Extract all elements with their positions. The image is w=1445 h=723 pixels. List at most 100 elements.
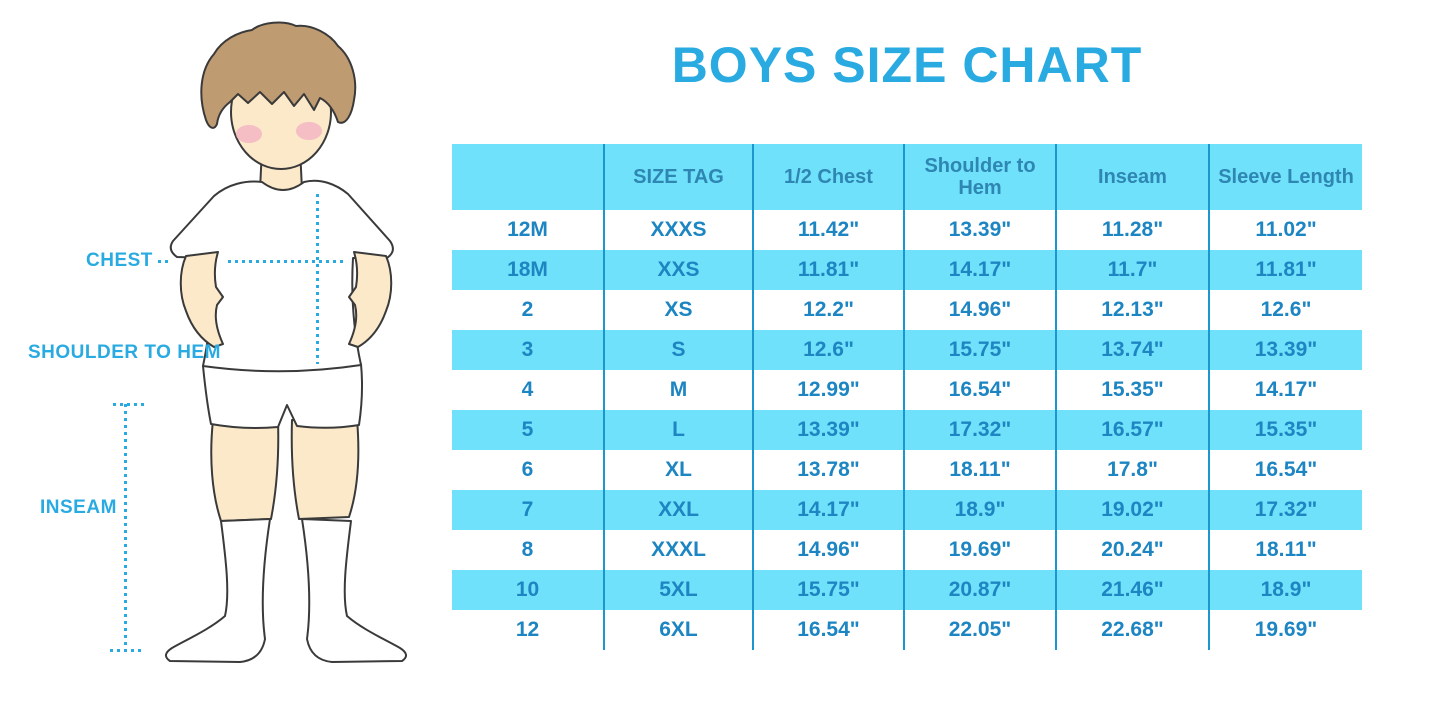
size-table: SIZE TAG 1/2 Chest Shoulder to Hem Inseam Sl… — [452, 144, 1362, 650]
inseam-guide-line — [124, 404, 127, 648]
table-cell: 11.02" — [1208, 210, 1362, 250]
table-cell: 13.39" — [1208, 330, 1362, 370]
table-cell: 19.69" — [1208, 610, 1362, 650]
table-cell: 20.24" — [1055, 530, 1208, 570]
boy-left-arm — [179, 251, 224, 348]
boy-hair — [200, 21, 357, 129]
table-cell: 16.54" — [752, 610, 903, 650]
boy-right-arm — [348, 251, 393, 348]
table-cell: 16.57" — [1055, 410, 1208, 450]
table-cell: 12.99" — [752, 370, 903, 410]
table-cell: 16.54" — [903, 370, 1055, 410]
inseam-guide-cap-top — [113, 403, 145, 406]
table-cell: XXS — [603, 250, 752, 290]
table-cell: 11.81" — [1208, 250, 1362, 290]
table-cell: 6XL — [603, 610, 752, 650]
table-cell: 4 — [521, 378, 534, 402]
table-cell: 13.78" — [752, 450, 903, 490]
header-cell: Shoulder to Hem — [903, 144, 1055, 210]
boy-blush-left — [236, 125, 262, 143]
table-cell: 18.9" — [1208, 570, 1362, 610]
table-row: 6 XL 13.78" 18.11" 17.8" 16.54" — [452, 450, 1362, 490]
table-cell: 18M — [507, 258, 548, 282]
table-cell: 18.9" — [903, 490, 1055, 530]
inseam-label: INSEAM — [40, 497, 117, 518]
table-cell: 11.42" — [752, 210, 903, 250]
header-cell: 1/2 Chest — [752, 144, 903, 210]
table-row: 10 5XL 15.75" 20.87" 21.46" 18.9" — [452, 570, 1362, 610]
chest-guide-line-left — [158, 260, 172, 263]
table-cell: 12.6" — [1208, 290, 1362, 330]
table-cell: 13.39" — [903, 210, 1055, 250]
table-cell: 19.02" — [1055, 490, 1208, 530]
boy-right-sock — [301, 518, 407, 663]
boy-shorts — [202, 363, 364, 429]
table-cell: L — [603, 410, 752, 450]
table-cell: XXL — [603, 490, 752, 530]
table-cell: 17.32" — [903, 410, 1055, 450]
table-cell: 14.96" — [903, 290, 1055, 330]
table-cell: 17.32" — [1208, 490, 1362, 530]
table-cell: 12 — [515, 618, 540, 642]
chest-label: CHEST — [86, 250, 153, 271]
table-cell: 11.81" — [752, 250, 903, 290]
table-cell: 15.75" — [903, 330, 1055, 370]
boy-right-thigh — [290, 418, 360, 520]
boy-illustration — [165, 21, 407, 663]
table-cell: XS — [603, 290, 752, 330]
table-cell: 19.69" — [903, 530, 1055, 570]
table-row: 12 6XL 16.54" 22.05" 22.68" 19.69" — [452, 610, 1362, 650]
table-cell: XXXL — [603, 530, 752, 570]
table-cell: 22.68" — [1055, 610, 1208, 650]
table-cell: 16.54" — [1208, 450, 1362, 490]
table-cell: 15.35" — [1208, 410, 1362, 450]
table-row: 12M XXXS 11.42" 13.39" 11.28" 11.02" — [452, 210, 1362, 250]
table-cell: 18.11" — [1208, 530, 1362, 570]
page-title: BOYS SIZE CHART — [671, 37, 1143, 93]
table-cell: 5 — [521, 418, 534, 442]
table-row: 18M XXS 11.81" 14.17" 11.7" 11.81" — [452, 250, 1362, 290]
header-cell: SIZE TAG — [603, 144, 752, 210]
table-cell: 11.28" — [1055, 210, 1208, 250]
table-cell: 21.46" — [1055, 570, 1208, 610]
table-cell: 7 — [521, 498, 534, 522]
table-row: 4 M 12.99" 16.54" 15.35" 14.17" — [452, 370, 1362, 410]
table-cell: XL — [603, 450, 752, 490]
table-row: 5 L 13.39" 17.32" 16.57" 15.35" — [452, 410, 1362, 450]
table-cell: 11.7" — [1055, 250, 1208, 290]
table-cell: 20.87" — [903, 570, 1055, 610]
table-cell: S — [603, 330, 752, 370]
measurement-figure: CHEST SHOULDER TO HEM INSEAM — [0, 0, 450, 723]
table-cell: 12.6" — [752, 330, 903, 370]
boy-left-thigh — [210, 419, 280, 522]
table-cell: 13.74" — [1055, 330, 1208, 370]
table-row: 7 XXL 14.17" 18.9" 19.02" 17.32" — [452, 490, 1362, 530]
table-row: 2 XS 12.2" 14.96" 12.13" 12.6" — [452, 290, 1362, 330]
table-cell: 15.75" — [752, 570, 903, 610]
table-cell: 12M — [507, 218, 548, 242]
table-cell: 3 — [521, 338, 534, 362]
chest-guide-line — [228, 260, 344, 263]
header-cell: Inseam — [1055, 144, 1208, 210]
table-cell: 13.39" — [752, 410, 903, 450]
table-row: 8 XXXL 14.96" 19.69" 20.24" 18.11" — [452, 530, 1362, 570]
table-cell: 6 — [521, 458, 534, 482]
table-cell: 14.96" — [752, 530, 903, 570]
boy-left-sock — [165, 518, 271, 663]
boy-tshirt — [169, 179, 394, 373]
header-cell: Sleeve Length — [1208, 144, 1362, 210]
table-cell: 18.11" — [903, 450, 1055, 490]
table-cell: 2 — [521, 298, 534, 322]
table-cell: 5XL — [603, 570, 752, 610]
table-row: 3 S 12.6" 15.75" 13.74" 13.39" — [452, 330, 1362, 370]
table-cell: 17.8" — [1055, 450, 1208, 490]
table-cell: 14.17" — [752, 490, 903, 530]
inseam-guide-cap-bottom — [110, 649, 142, 652]
shoulder-to-hem-label: SHOULDER TO HEM — [28, 342, 221, 363]
table-cell: 14.17" — [1208, 370, 1362, 410]
table-cell: 10 — [515, 578, 540, 602]
table-header-row: SIZE TAG 1/2 Chest Shoulder to Hem Inseam Sl… — [452, 144, 1362, 210]
boy-blush-right — [296, 122, 322, 140]
table-cell: XXXS — [603, 210, 752, 250]
table-cell: 12.2" — [752, 290, 903, 330]
